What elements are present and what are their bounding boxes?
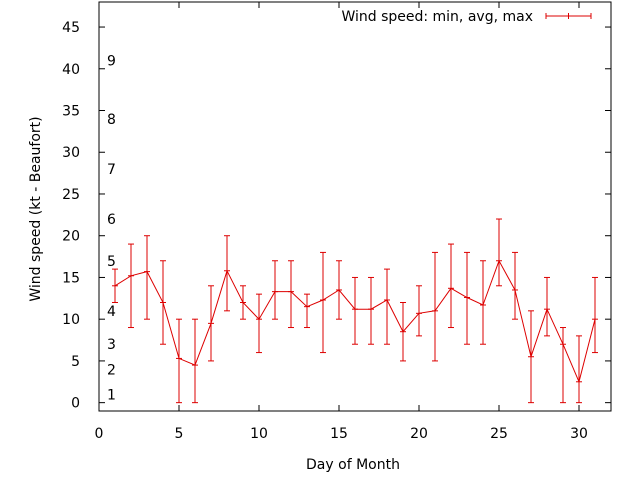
- x-tick-label: 0: [95, 426, 104, 442]
- beaufort-label: 4: [107, 304, 116, 320]
- data-point: [192, 318, 198, 404]
- y-tick-label: 45: [62, 20, 80, 36]
- beaufort-scale-labels: 1 2 3 4 5 6 7 8 9: [107, 53, 116, 403]
- x-tick-label: 5: [175, 426, 184, 442]
- data-point: [416, 285, 422, 337]
- beaufort-label: 2: [107, 362, 116, 378]
- data-point: [464, 251, 470, 345]
- data-point: [224, 235, 230, 312]
- y-tick-label: 40: [62, 62, 80, 78]
- beaufort-label: 7: [107, 162, 116, 178]
- legend: Wind speed: min, avg, max: [341, 9, 592, 25]
- plot-frame: [98, 1, 612, 412]
- x-tick-label: 15: [330, 426, 348, 442]
- data-point: [336, 260, 342, 320]
- data-point: [144, 235, 150, 320]
- y-tick-label: 35: [62, 104, 80, 120]
- data-point: [544, 276, 550, 337]
- x-tick-label: 20: [410, 426, 428, 442]
- legend-series-sample: [545, 13, 592, 19]
- data-point: [128, 243, 134, 329]
- y-tick-label: 10: [62, 312, 80, 328]
- x-axis-label: Day of Month: [306, 457, 400, 473]
- y-tick-label: 15: [62, 270, 80, 286]
- data-point: [432, 251, 438, 362]
- data-point: [160, 260, 166, 345]
- data-point: [368, 276, 374, 345]
- data-point: [240, 285, 246, 320]
- plot-marks: [112, 218, 598, 404]
- data-point: [496, 218, 502, 287]
- beaufort-label: 3: [107, 337, 116, 353]
- data-point: [288, 260, 294, 329]
- data-point: [448, 243, 454, 329]
- y-tick-label: 5: [71, 354, 80, 370]
- y-tick-label: 0: [71, 396, 80, 412]
- beaufort-label: 9: [107, 53, 116, 69]
- data-point: [208, 285, 214, 362]
- x-axis-ticks: 0 5 10 15 20 25 30: [95, 2, 588, 442]
- legend-label: Wind speed: min, avg, max: [341, 9, 533, 25]
- data-point: [576, 335, 582, 404]
- data-point: [512, 251, 518, 320]
- x-tick-label: 25: [490, 426, 508, 442]
- data-point: [256, 293, 262, 354]
- beaufort-label: 6: [107, 212, 116, 228]
- data-point: [176, 318, 182, 404]
- y-tick-label: 30: [62, 145, 80, 161]
- data-point: [480, 260, 486, 345]
- data-point: [272, 260, 278, 320]
- beaufort-label: 8: [107, 112, 116, 128]
- data-point: [112, 268, 118, 303]
- beaufort-label: 1: [107, 387, 116, 403]
- data-point: [592, 276, 598, 354]
- data-point: [528, 310, 534, 404]
- data-point: [384, 268, 390, 345]
- y-axis-label: Wind speed (kt - Beaufort): [28, 116, 44, 301]
- data-point: [400, 301, 406, 362]
- x-tick-label: 30: [570, 426, 588, 442]
- data-point: [352, 276, 358, 345]
- data-point: [320, 251, 326, 354]
- beaufort-label: 5: [107, 254, 116, 270]
- data-point: [560, 327, 566, 404]
- x-tick-label: 10: [250, 426, 268, 442]
- data-point: [304, 293, 310, 329]
- y-tick-label: 20: [62, 229, 80, 245]
- y-tick-label: 25: [62, 187, 80, 203]
